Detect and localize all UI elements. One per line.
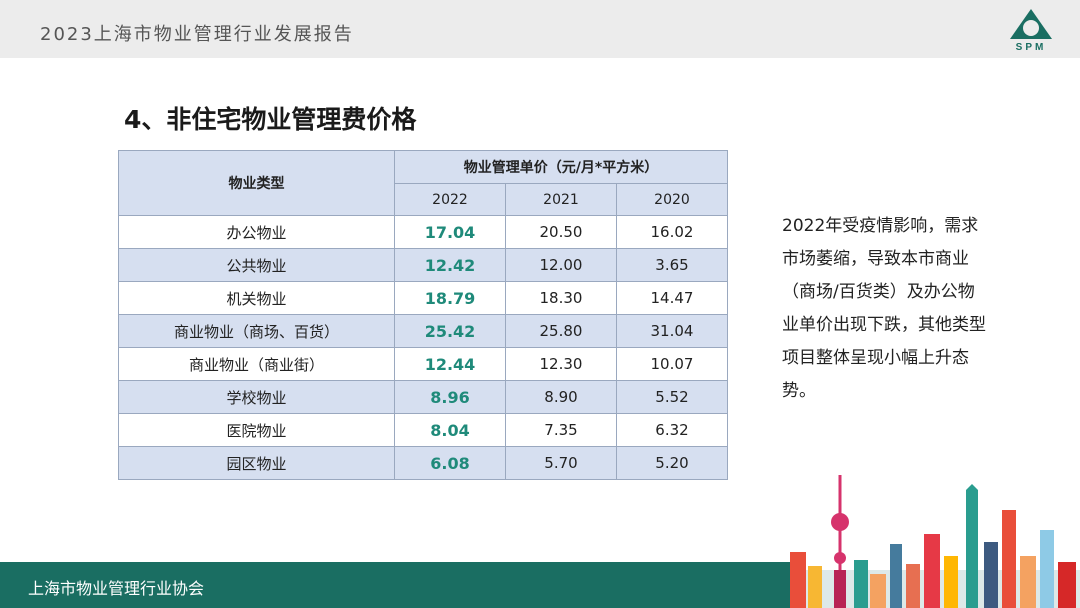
year-header-2021: 2021	[505, 183, 617, 216]
summary-text: 2022年受疫情影响，需求 市场萎缩，导致本市商业 （商场/百货类）及办公物 业…	[782, 210, 1007, 408]
price-2020: 10.07	[616, 347, 728, 381]
property-type: 机关物业	[118, 281, 395, 315]
table-row: 医院物业 8.04 7.35 6.32	[118, 413, 728, 447]
property-type: 办公物业	[118, 215, 395, 249]
price-table: 物业类型 物业管理单价（元/月*平方米） 2022 2021 2020 办公物业…	[118, 150, 728, 480]
price-2022: 18.79	[394, 281, 506, 315]
report-title: 2023上海市物业管理行业发展报告	[40, 24, 354, 45]
price-2022: 8.96	[394, 380, 506, 414]
price-2021: 25.80	[505, 314, 617, 348]
table-row: 办公物业 17.04 20.50 16.02	[118, 215, 728, 249]
price-2021: 20.50	[505, 215, 617, 249]
price-2020: 31.04	[616, 314, 728, 348]
footer-org-name: 上海市物业管理行业协会	[28, 579, 205, 598]
price-2020: 6.32	[616, 413, 728, 447]
table-row: 商业物业（商场、百货） 25.42 25.80 31.04	[118, 314, 728, 348]
price-2021: 18.30	[505, 281, 617, 315]
property-type: 商业物业（商业街）	[118, 347, 395, 381]
table-row: 园区物业 6.08 5.70 5.20	[118, 446, 728, 480]
table-row: 商业物业（商业街） 12.44 12.30 10.07	[118, 347, 728, 381]
header-bar: 2023上海市物业管理行业发展报告 SPM	[0, 0, 1080, 58]
summary-line: 项目整体呈现小幅上升态	[782, 348, 969, 368]
spm-logo: SPM	[1004, 6, 1058, 56]
price-2021: 12.00	[505, 248, 617, 282]
price-2022: 17.04	[394, 215, 506, 249]
price-2020: 5.52	[616, 380, 728, 414]
type-column-header: 物业类型	[118, 150, 395, 216]
property-type: 学校物业	[118, 380, 395, 414]
price-2021: 8.90	[505, 380, 617, 414]
section-title: 4、非住宅物业管理费价格	[124, 105, 417, 134]
summary-line: 势。	[782, 381, 816, 401]
property-type: 商业物业（商场、百货）	[118, 314, 395, 348]
price-2022: 6.08	[394, 446, 506, 480]
price-2022: 25.42	[394, 314, 506, 348]
property-type: 公共物业	[118, 248, 395, 282]
summary-line: 市场萎缩，导致本市商业	[782, 249, 969, 269]
table-row: 公共物业 12.42 12.00 3.65	[118, 248, 728, 282]
property-type: 医院物业	[118, 413, 395, 447]
summary-line: 2022年受疫情影响，需求	[782, 216, 979, 236]
price-2022: 12.42	[394, 248, 506, 282]
footer-bar: 上海市物业管理行业协会	[0, 562, 790, 608]
price-2020: 14.47	[616, 281, 728, 315]
price-2020: 16.02	[616, 215, 728, 249]
table-row: 学校物业 8.96 8.90 5.52	[118, 380, 728, 414]
price-2021: 12.30	[505, 347, 617, 381]
year-header-2022: 2022	[394, 183, 506, 216]
year-header-2020: 2020	[616, 183, 728, 216]
price-2021: 7.35	[505, 413, 617, 447]
price-2020: 3.65	[616, 248, 728, 282]
price-2022: 12.44	[394, 347, 506, 381]
price-2022: 8.04	[394, 413, 506, 447]
price-2021: 5.70	[505, 446, 617, 480]
price-2020: 5.20	[616, 446, 728, 480]
logo-text: SPM	[1015, 42, 1047, 53]
property-type: 园区物业	[118, 446, 395, 480]
summary-line: （商场/百货类）及办公物	[782, 282, 975, 302]
skyline-illustration	[780, 475, 1080, 608]
table-row: 机关物业 18.79 18.30 14.47	[118, 281, 728, 315]
unit-price-header: 物业管理单价（元/月*平方米）	[394, 150, 728, 184]
summary-line: 业单价出现下跌，其他类型	[782, 315, 986, 335]
